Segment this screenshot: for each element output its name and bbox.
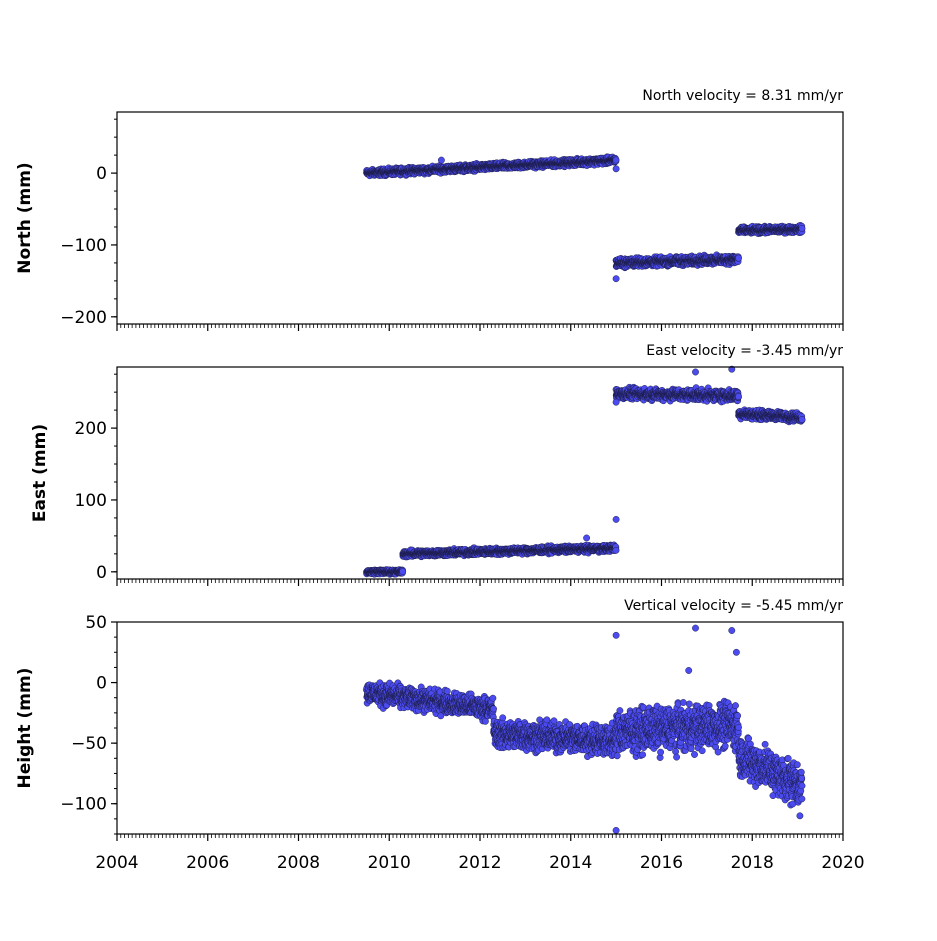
north-y-axis-label: North (mm): [15, 162, 35, 273]
y-tick-label: −200: [60, 308, 107, 328]
outlier-point: [438, 157, 444, 163]
y-tick-label: 0: [96, 164, 107, 184]
data-point: [400, 568, 406, 574]
data-point: [613, 157, 619, 163]
data-point: [613, 547, 619, 553]
east-points: [363, 366, 805, 578]
data-point: [799, 225, 805, 231]
outlier-point: [613, 166, 619, 172]
north-points: [363, 154, 805, 282]
data-point: [735, 255, 741, 261]
y-tick-label: −100: [60, 236, 107, 256]
north-velocity-label: North velocity = 8.31 mm/yr: [642, 88, 843, 104]
outlier-point: [613, 276, 619, 282]
east-y-axis-label: East (mm): [30, 424, 50, 522]
east-panel: East velocity = -3.45 mm/yr East (mm) 01…: [30, 343, 843, 586]
north-plot-frame: [117, 112, 843, 324]
east-velocity-label: East velocity = -3.45 mm/yr: [646, 343, 843, 359]
north-panel: North velocity = 8.31 mm/yr North (mm) 0…: [15, 88, 843, 331]
